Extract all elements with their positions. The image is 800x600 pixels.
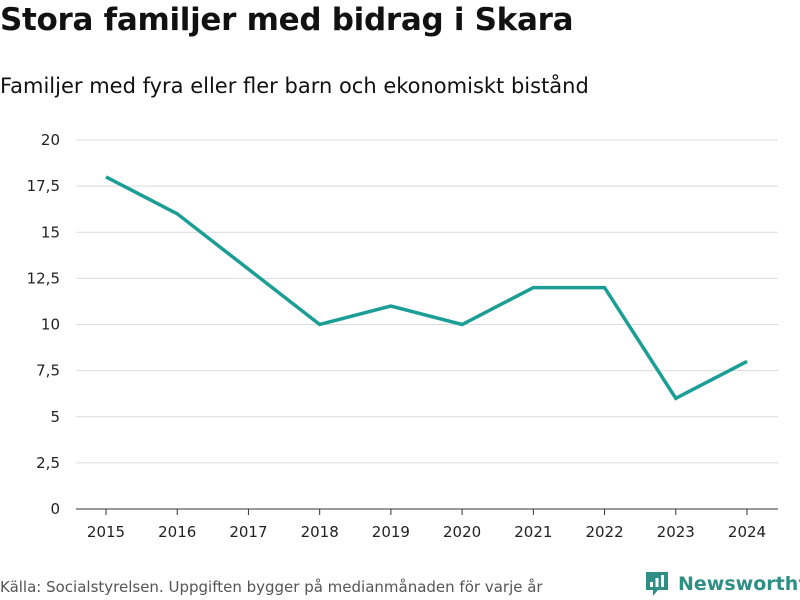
chart-subtitle: Familjer med fyra eller fler barn och ek… (0, 74, 589, 98)
data-point (456, 319, 468, 331)
x-tick-label: 2023 (657, 523, 695, 541)
y-tick-label: 2,5 (36, 454, 60, 472)
x-tick-label: 2019 (372, 523, 410, 541)
x-tick-label: 2024 (728, 523, 766, 541)
y-tick-label: 0 (50, 500, 60, 518)
newsworthy-logo-icon (646, 572, 668, 596)
data-point (670, 392, 682, 404)
y-tick-label: 12,5 (27, 269, 60, 287)
x-tick-label: 2017 (229, 523, 267, 541)
x-axis: 2015 2016 2017 2018 2019 2020 2021 2022 2023 2024 (76, 508, 778, 541)
source-note: Källa: Socialstyrelsen. Uppgiften bygger… (0, 578, 543, 596)
x-tick-label: 2016 (158, 523, 196, 541)
y-tick-label: 5 (50, 408, 60, 426)
y-tick-label: 15 (41, 223, 60, 241)
data-point (100, 171, 112, 183)
brand-name: Newsworthy (678, 573, 800, 595)
data-point (171, 208, 183, 220)
data-point (385, 300, 397, 312)
series-group (100, 171, 753, 404)
data-point (741, 355, 753, 367)
data-point (242, 263, 254, 275)
y-axis-tick-labels: 0 2,5 5 7,5 10 12,5 15 17,5 20 (27, 131, 60, 518)
data-point (527, 282, 539, 294)
y-tick-label: 17,5 (27, 177, 60, 195)
x-tick-label: 2018 (301, 523, 339, 541)
x-tick-label: 2022 (585, 523, 623, 541)
data-point (599, 282, 611, 294)
grid-lines (76, 139, 778, 464)
y-tick-label: 7,5 (36, 362, 60, 380)
x-tick-label: 2020 (443, 523, 481, 541)
y-tick-label: 20 (41, 131, 60, 149)
x-tick-label: 2015 (87, 523, 125, 541)
brand: Newsworthy (644, 570, 800, 598)
y-tick-label: 10 (41, 316, 60, 334)
data-point (314, 319, 326, 331)
chart-title: Stora familjer med bidrag i Skara (0, 2, 574, 38)
series-line (105, 175, 748, 401)
x-tick-label: 2021 (514, 523, 552, 541)
